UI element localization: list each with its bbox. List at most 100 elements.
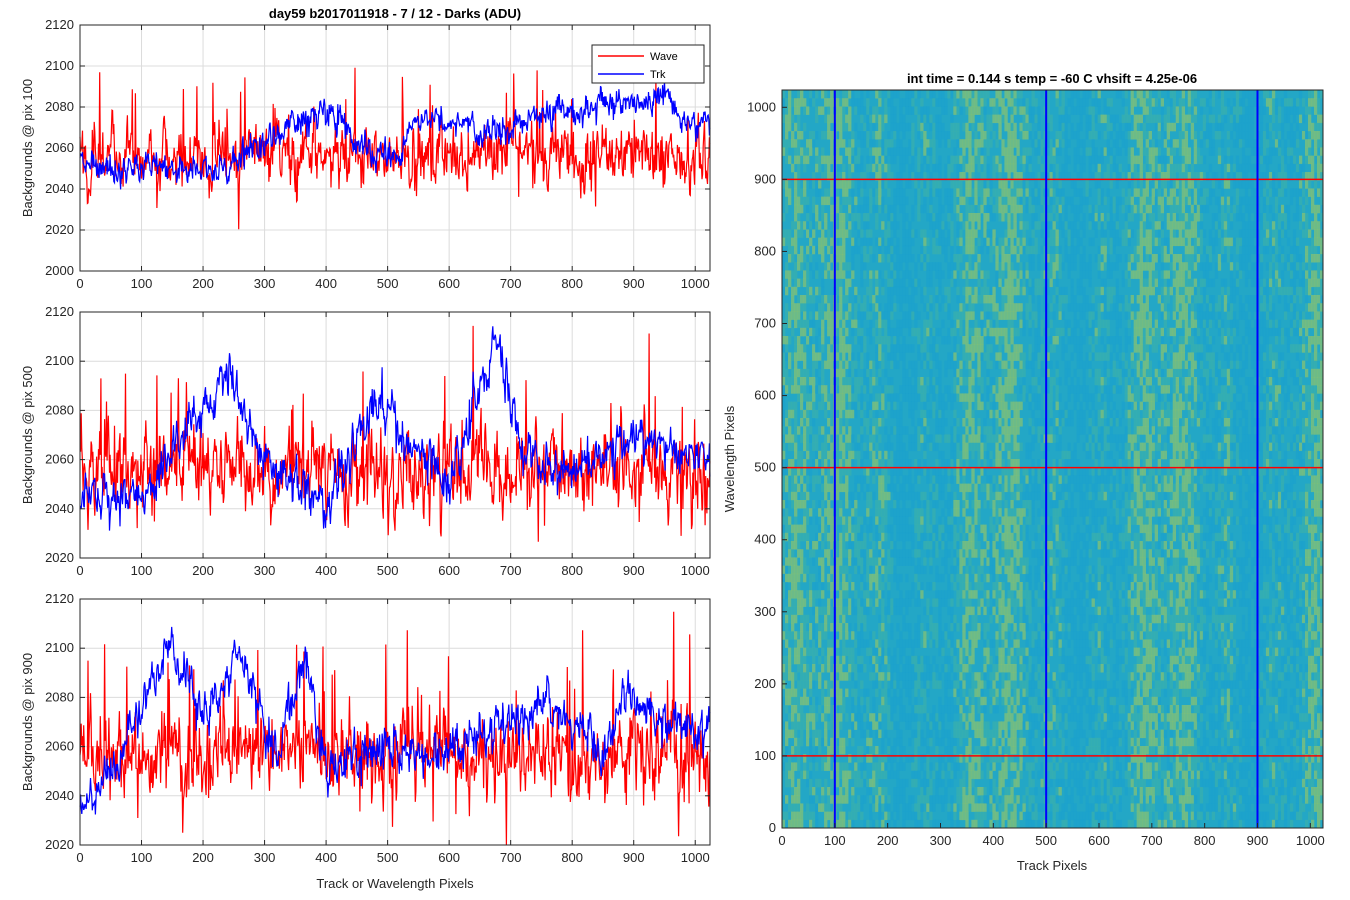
heatmap-cell	[1016, 254, 1020, 263]
heatmap-cell	[788, 401, 792, 411]
heatmap-cell	[950, 746, 954, 755]
heatmap-cell	[800, 188, 804, 197]
heatmap-cell	[908, 163, 912, 173]
heatmap-cell	[884, 565, 888, 575]
heatmap-cell	[971, 475, 975, 484]
heatmap-cell	[827, 122, 831, 132]
heatmap-cell	[800, 90, 804, 99]
heatmap-cell	[947, 213, 951, 222]
heatmap-cell	[848, 196, 852, 206]
heatmap-cell	[893, 270, 897, 279]
heatmap-cell	[923, 688, 927, 698]
heatmap-cell	[854, 303, 858, 312]
heatmap-cell	[875, 655, 879, 665]
heatmap-cell	[959, 680, 963, 689]
heatmap-cell	[1016, 418, 1020, 427]
heatmap-cell	[809, 393, 813, 402]
heatmap-cell	[860, 483, 864, 493]
heatmap-cell	[974, 508, 978, 517]
heatmap-cell	[803, 377, 807, 386]
heatmap-cell	[977, 368, 981, 378]
heatmap-cell	[836, 639, 840, 648]
heatmap-cell	[950, 245, 954, 255]
heatmap-cell	[953, 155, 957, 165]
heatmap-cell	[953, 196, 957, 206]
x-tick-label: 800	[561, 563, 583, 578]
heatmap-cell	[1022, 270, 1026, 279]
heatmap-cell	[914, 393, 918, 402]
heatmap-cell	[1004, 311, 1008, 320]
heatmap-cell	[815, 336, 819, 345]
heatmap-cell	[782, 254, 786, 263]
series-line-trk	[79, 81, 711, 190]
heatmap-cell	[827, 327, 831, 337]
heatmap-cell	[929, 377, 933, 386]
heatmap-cell	[863, 623, 867, 632]
heatmap-cell	[857, 434, 861, 443]
heatmap-cell	[995, 336, 999, 345]
heatmap-cell	[872, 475, 876, 484]
heatmap-cell	[932, 385, 936, 394]
heatmap-cell	[968, 483, 972, 493]
heatmap-cell	[803, 631, 807, 640]
heatmap-cell	[995, 500, 999, 509]
heatmap-cell	[845, 590, 849, 599]
heatmap-cell	[869, 500, 873, 509]
heatmap-cell	[869, 557, 873, 566]
plot-pix-100-frame	[79, 24, 711, 272]
heatmap-cell	[980, 352, 984, 361]
heatmap-cell	[965, 90, 969, 99]
heatmap-cell	[911, 147, 915, 156]
heatmap-cell	[854, 713, 858, 722]
heatmap-cell	[884, 385, 888, 394]
heatmap-cell	[848, 303, 852, 312]
heatmap-cell	[869, 385, 873, 394]
heatmap-cell	[851, 598, 855, 607]
heatmap-cell	[920, 508, 924, 517]
heatmap-cell	[866, 196, 870, 206]
heatmap-cell	[866, 746, 870, 755]
heatmap-cell	[995, 557, 999, 566]
heatmap-cell	[935, 795, 939, 804]
heatmap-cell	[1016, 778, 1020, 788]
heatmap-cell	[917, 385, 921, 394]
heatmap-cell	[830, 139, 834, 148]
heatmap-cell	[812, 368, 816, 378]
heatmap-cell	[791, 819, 795, 829]
heatmap-cell	[884, 442, 888, 452]
heatmap-cell	[791, 245, 795, 255]
heatmap-cell	[893, 565, 897, 575]
heatmap-cell	[929, 270, 933, 279]
heatmap-cell	[827, 762, 831, 771]
heatmap-cell	[851, 131, 855, 140]
heatmap-cell	[983, 655, 987, 665]
heatmap-cell	[938, 770, 942, 780]
heatmap-cell	[827, 303, 831, 312]
heatmap-cell	[953, 409, 957, 419]
heatmap-cell	[977, 631, 981, 640]
heatmap-cell	[1013, 172, 1017, 181]
heatmap-cell	[992, 688, 996, 698]
heatmap-cell	[1016, 639, 1020, 648]
heatmap-cell	[983, 696, 987, 706]
heatmap-cell	[794, 360, 798, 370]
heatmap-cell	[1019, 549, 1023, 558]
heatmap-cell	[995, 582, 999, 591]
heatmap-cell	[950, 737, 954, 747]
heatmap-cell	[950, 778, 954, 788]
heatmap-cell	[977, 295, 981, 304]
heatmap-cell	[845, 491, 849, 501]
heatmap-cell	[860, 811, 864, 821]
heatmap-cell	[959, 270, 963, 279]
heatmap-cell	[1019, 319, 1023, 329]
heatmap-cell	[842, 172, 846, 181]
heatmap-cell	[959, 213, 963, 222]
heatmap-cell	[1019, 680, 1023, 689]
heatmap-cell	[836, 606, 840, 616]
heatmap-cell	[854, 237, 858, 247]
heatmap-cell	[992, 639, 996, 648]
heatmap-cell	[968, 262, 972, 271]
heatmap-cell	[971, 819, 975, 829]
heatmap-cell	[827, 131, 831, 140]
heatmap-cell	[938, 204, 942, 214]
